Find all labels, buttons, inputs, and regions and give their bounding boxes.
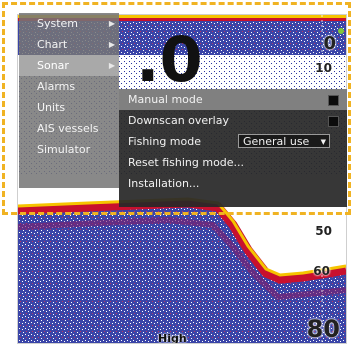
menu-item-alarms[interactable]: Alarms	[19, 76, 119, 97]
downscan-overlay-checkbox[interactable]	[328, 116, 339, 127]
frequency-label: High	[158, 332, 187, 344]
menu-item-chart[interactable]: Chart ▶	[19, 34, 119, 55]
menu-item-ais-vessels[interactable]: AIS vessels	[19, 118, 119, 139]
scale-label-60: 60	[313, 264, 330, 278]
installation-option[interactable]: Installation...	[119, 173, 347, 194]
menu-item-system[interactable]: System ▶	[19, 13, 119, 34]
menu-item-label: Simulator	[37, 143, 91, 156]
downscan-overlay-label: Downscan overlay	[128, 114, 229, 127]
fishing-mode-option: Fishing mode General use ▼	[119, 131, 347, 152]
installation-label: Installation...	[128, 177, 200, 190]
menu-item-sonar[interactable]: Sonar ▶	[19, 55, 119, 76]
scale-label-50: 50	[315, 224, 332, 238]
manual-mode-option[interactable]: Manual mode	[119, 89, 347, 110]
menu-item-label: Alarms	[37, 80, 76, 93]
downscan-overlay-option[interactable]: Downscan overlay	[119, 110, 347, 131]
menu-item-simulator[interactable]: Simulator	[19, 139, 119, 160]
status-indicator-icon	[338, 28, 344, 34]
depth-readout: .0	[136, 23, 203, 96]
chevron-down-icon: ▼	[320, 138, 326, 146]
manual-mode-checkbox[interactable]	[328, 95, 339, 106]
sonar-settings-submenu: Manual mode Downscan overlay Fishing mod…	[119, 89, 347, 207]
chevron-right-icon: ▶	[108, 40, 115, 49]
fishing-mode-value: General use	[243, 135, 310, 148]
reset-fishing-mode-option[interactable]: Reset fishing mode...	[119, 152, 347, 173]
manual-mode-label: Manual mode	[128, 93, 203, 106]
menu-item-label: Units	[37, 101, 66, 114]
menu-item-label: AIS vessels	[37, 122, 99, 135]
menu-item-label: Chart	[37, 38, 68, 51]
scale-label-10: 10	[315, 61, 332, 75]
chevron-right-icon: ▶	[108, 19, 115, 28]
menu-item-label: Sonar	[37, 59, 69, 72]
reset-fishing-mode-label: Reset fishing mode...	[128, 156, 245, 169]
range-top-label: 0	[323, 33, 336, 54]
range-bottom-label: 80	[306, 315, 340, 343]
menu-item-units[interactable]: Units	[19, 97, 119, 118]
menu-item-label: System	[37, 17, 79, 30]
fishing-mode-dropdown[interactable]: General use ▼	[238, 134, 330, 148]
fishing-mode-label: Fishing mode	[128, 135, 201, 148]
settings-main-menu: System ▶ Chart ▶ Sonar ▶ Alarms Units AI…	[19, 13, 119, 188]
chevron-right-icon: ▶	[108, 61, 115, 70]
